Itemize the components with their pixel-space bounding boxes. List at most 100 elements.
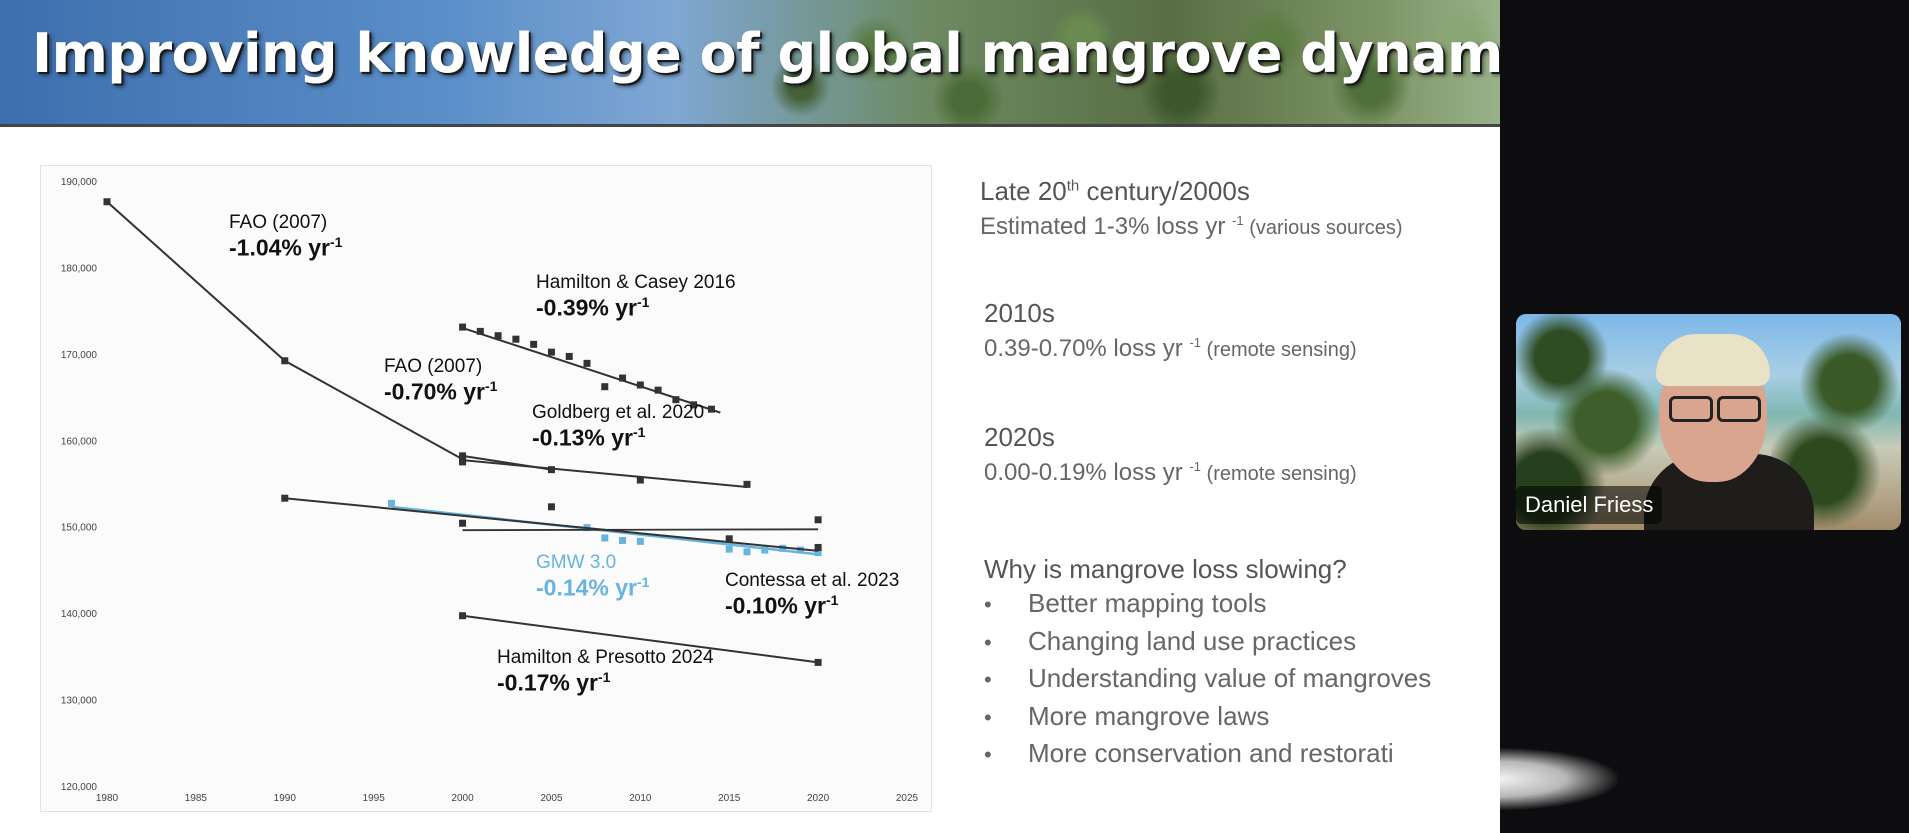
banner-divider: [0, 124, 1500, 127]
list-item: • Understanding value of mangroves: [984, 663, 1432, 693]
data-point: [387, 499, 395, 507]
annotation-label: Goldberg et al. 2020: [532, 402, 705, 423]
participant-hair: [1656, 334, 1770, 386]
data-point: [565, 352, 573, 360]
data-point: [814, 543, 822, 551]
y-tick-label: 190,000: [61, 177, 98, 188]
data-point: [761, 546, 769, 554]
x-tick-label: 2000: [451, 793, 474, 804]
data-point: [743, 548, 751, 556]
section-late-20th: Late 20th century/2000s Estimated 1-3% l…: [980, 176, 1403, 241]
x-tick-label: 1980: [96, 793, 119, 804]
data-point: [690, 401, 698, 409]
data-point: [547, 466, 555, 474]
section-heading: 2020s: [984, 422, 1055, 452]
bullet-icon: •: [984, 742, 992, 767]
data-point: [636, 537, 644, 545]
bullet-icon: •: [984, 592, 992, 617]
data-point: [814, 549, 822, 557]
data-point: [619, 537, 627, 545]
y-tick-label: 170,000: [61, 350, 98, 361]
mangrove-extent-chart: 120,000 130,000 140,000 150,000 160,000 170,0…: [40, 165, 932, 812]
list-item: • Better mapping tools: [984, 588, 1267, 618]
data-point: [530, 340, 538, 348]
participant-name-label: Daniel Friess: [1516, 486, 1663, 524]
data-point: [725, 545, 733, 553]
annotation-contessa: Contessa et al. 2023 -0.10% yr-1: [725, 570, 899, 620]
annotation-label: FAO (2007): [384, 356, 483, 377]
x-tick-label: 1995: [363, 793, 386, 804]
annotation-rate: -0.13% yr-1: [532, 424, 646, 451]
data-point: [654, 386, 662, 394]
annotation-label: Hamilton & Presotto 2024: [497, 647, 714, 668]
annotation-rate: -0.70% yr-1: [384, 378, 498, 405]
x-tick-label: 2005: [540, 793, 563, 804]
data-point: [512, 335, 520, 343]
annotation-rate: -0.17% yr-1: [497, 669, 611, 696]
trend-line: [462, 459, 748, 488]
data-point: [476, 327, 484, 335]
x-tick-label: 2015: [718, 793, 741, 804]
data-point: [459, 458, 467, 466]
y-tick-label: 150,000: [61, 523, 98, 534]
reasons-list: • Better mapping tools • Changing land use…: [984, 588, 1431, 776]
section-heading: Late 20th century/2000s: [980, 176, 1250, 206]
presentation-slide: Improving knowledge of global mangrove d…: [0, 0, 1500, 833]
trend-line: [462, 326, 721, 414]
section-heading: 2010s: [984, 298, 1055, 328]
data-point: [707, 405, 715, 413]
trend-line: [462, 528, 819, 532]
annotation-fao-1990s: FAO (2007) -0.70% yr-1: [384, 356, 497, 406]
glasses-icon: [1669, 396, 1761, 422]
annotation-hamilton-casey: Hamilton & Casey 2016 -0.39% yr-1: [536, 272, 736, 322]
list-item: • Changing land use practices: [984, 625, 1357, 656]
slide-title: Improving knowledge of global mangrove d…: [32, 22, 1500, 85]
bullet-icon: •: [984, 704, 992, 730]
section-rate: 0.00-0.19% loss yr -1 (remote sensing): [984, 459, 1357, 486]
why-heading: Why is mangrove loss slowing?: [984, 554, 1347, 584]
data-point: [281, 494, 289, 502]
annotation-goldberg: Goldberg et al. 2020 -0.13% yr-1: [532, 402, 704, 452]
data-point: [636, 381, 644, 389]
data-point: [547, 348, 555, 356]
annotation-rate: -0.10% yr-1: [725, 592, 839, 619]
data-point: [725, 535, 733, 543]
annotation-rate: -1.04% yr-1: [229, 234, 343, 261]
chart-svg: 120,000 130,000 140,000 150,000 160,000 170,0…: [61, 177, 919, 804]
bullet-icon: •: [984, 667, 992, 692]
annotation-label: Hamilton & Casey 2016: [536, 272, 736, 293]
series-line: [462, 614, 819, 664]
list-item: • More conservation and restorati: [984, 738, 1394, 768]
data-point: [583, 359, 591, 367]
y-tick-label: 160,000: [61, 436, 98, 447]
y-tick-label: 120,000: [61, 782, 98, 793]
annotation-fao-1980s: FAO (2007) -1.04% yr-1: [229, 212, 342, 262]
section-rate: 0.39-0.70% loss yr -1 (remote sensing): [984, 335, 1357, 362]
annotation-label: GMW 3.0: [536, 552, 617, 573]
title-banner: Improving knowledge of global mangrove d…: [0, 0, 1500, 124]
x-tick-label: 2020: [807, 793, 830, 804]
list-item: • More mangrove laws: [984, 700, 1270, 731]
annotation-gmw: GMW 3.0 -0.14% yr-1: [536, 552, 649, 602]
x-tick-label: 1990: [274, 793, 297, 804]
y-tick-label: 140,000: [61, 609, 98, 620]
data-point: [619, 374, 627, 382]
data-point: [459, 612, 467, 620]
data-point: [814, 516, 822, 524]
data-point: [459, 452, 467, 460]
annotation-rate: -0.39% yr-1: [536, 294, 650, 321]
data-point: [814, 658, 822, 666]
banner-mangrove-photo: [740, 0, 1500, 124]
data-point: [743, 480, 751, 488]
data-point: [547, 503, 555, 511]
section-2020s: 2020s 0.00-0.19% loss yr -1 (remote sens…: [984, 422, 1357, 487]
annotation-rate: -0.14% yr-1: [536, 574, 650, 601]
data-point: [459, 323, 467, 331]
annotation-hamilton-presotto: Hamilton & Presotto 2024 -0.17% yr-1: [497, 647, 714, 697]
x-tick-label: 2025: [896, 793, 919, 804]
x-tick-label: 2010: [629, 793, 652, 804]
data-point: [601, 534, 609, 542]
y-tick-label: 130,000: [61, 696, 98, 707]
x-tick-label: 1985: [185, 793, 208, 804]
data-point: [601, 383, 609, 391]
